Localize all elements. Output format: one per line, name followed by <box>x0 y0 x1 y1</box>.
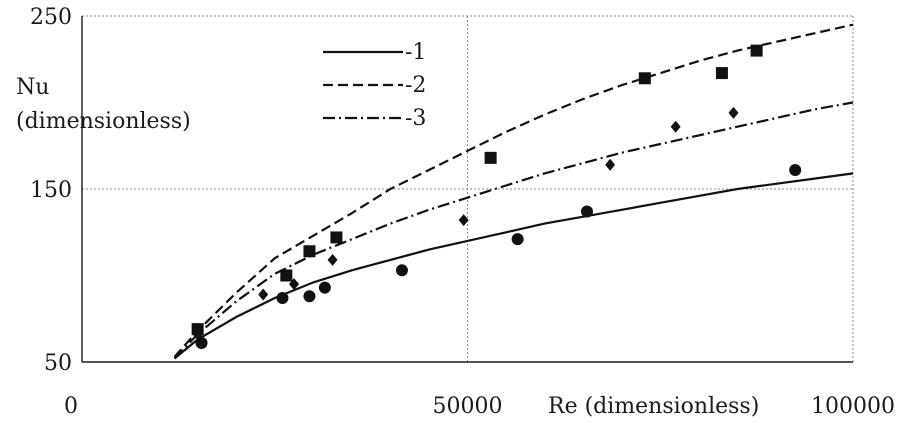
square-marker-5 <box>638 72 651 85</box>
circle-marker-5 <box>511 233 524 246</box>
circle-marker-2 <box>303 290 316 303</box>
diamond-marker-7 <box>728 106 739 119</box>
x-tick-label-1: 50000 <box>433 394 503 419</box>
circle-marker-6 <box>581 205 594 218</box>
square-marker-2 <box>303 245 316 258</box>
diamond-marker-6 <box>670 120 681 133</box>
square-marker-3 <box>330 231 343 244</box>
x-tick-label-0: 0 <box>64 394 78 419</box>
circle-marker-0 <box>195 336 208 349</box>
circle-marker-3 <box>318 281 331 294</box>
y-axis-label-line1: Nu <box>16 75 49 100</box>
tick-labels: 50 150 250 0 50000 100000 <box>30 5 895 419</box>
square-marker-7 <box>750 44 763 57</box>
legend-label-2: -2 <box>405 73 426 98</box>
data-markers <box>191 44 802 349</box>
diamond-marker-5 <box>605 158 616 171</box>
diamond-marker-0 <box>192 328 203 341</box>
series-lines <box>173 23 854 360</box>
x-axis-label: Re (dimensionless) <box>548 394 759 419</box>
circle-marker-4 <box>395 264 408 277</box>
series-line-2 <box>173 23 854 358</box>
diamond-marker-4 <box>458 214 469 227</box>
square-marker-6 <box>715 67 728 80</box>
x-tick-label-2: 100000 <box>811 394 895 419</box>
diamond-marker-3 <box>327 253 338 266</box>
series-line-1 <box>173 172 854 360</box>
legend: -1 -2 -3 <box>323 40 426 131</box>
y-tick-label-1: 150 <box>30 178 72 203</box>
square-marker-1 <box>280 269 293 282</box>
axes <box>81 16 853 363</box>
circle-marker-1 <box>276 291 289 304</box>
legend-label-3: -3 <box>405 106 426 131</box>
legend-label-1: -1 <box>405 40 426 65</box>
diamond-marker-1 <box>258 288 269 301</box>
y-tick-label-2: 250 <box>30 5 72 30</box>
square-marker-4 <box>484 151 497 164</box>
diamond-marker-2 <box>289 278 300 291</box>
series-line-3 <box>173 101 854 360</box>
circle-marker-7 <box>789 163 802 176</box>
y-axis-label-line2: (dimensionless) <box>16 109 191 134</box>
y-tick-label-0: 50 <box>44 351 72 376</box>
